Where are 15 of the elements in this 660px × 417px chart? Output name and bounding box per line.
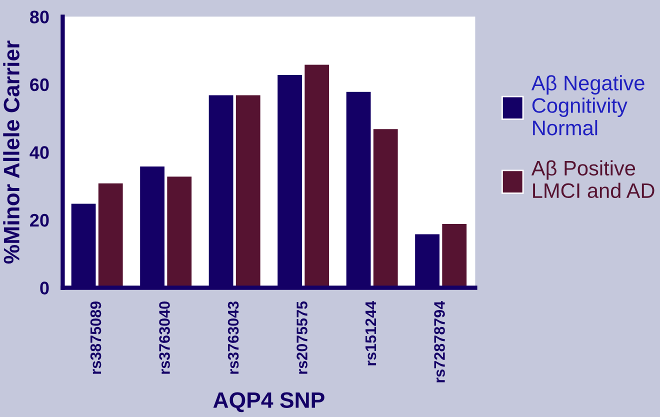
legend-label: Aβ Positive LMCI and AD [531,160,654,198]
y-tick-label: 40 [30,146,49,159]
legend-label: Aβ Negative Cognitivity Normal [531,75,644,136]
y-tick-label: 60 [30,78,49,92]
x-axis-title: AQP4 SNP [213,392,324,412]
x-tick-label: rs72878794 [434,301,445,382]
x-tick-label: rs3763040 [159,302,170,374]
x-tick-label: rs151244 [365,301,376,366]
y-tick-label: 0 [40,282,49,294]
x-tick-label: rs3763043 [228,301,239,374]
x-tick-label: rs3875089 [90,301,102,374]
y-tick-label: 20 [30,214,49,227]
x-tick-label: rs2075575 [296,301,308,374]
y-tick-label: 80 [30,10,49,24]
y-axis-title: %Minor Allele Carrier [3,40,20,264]
